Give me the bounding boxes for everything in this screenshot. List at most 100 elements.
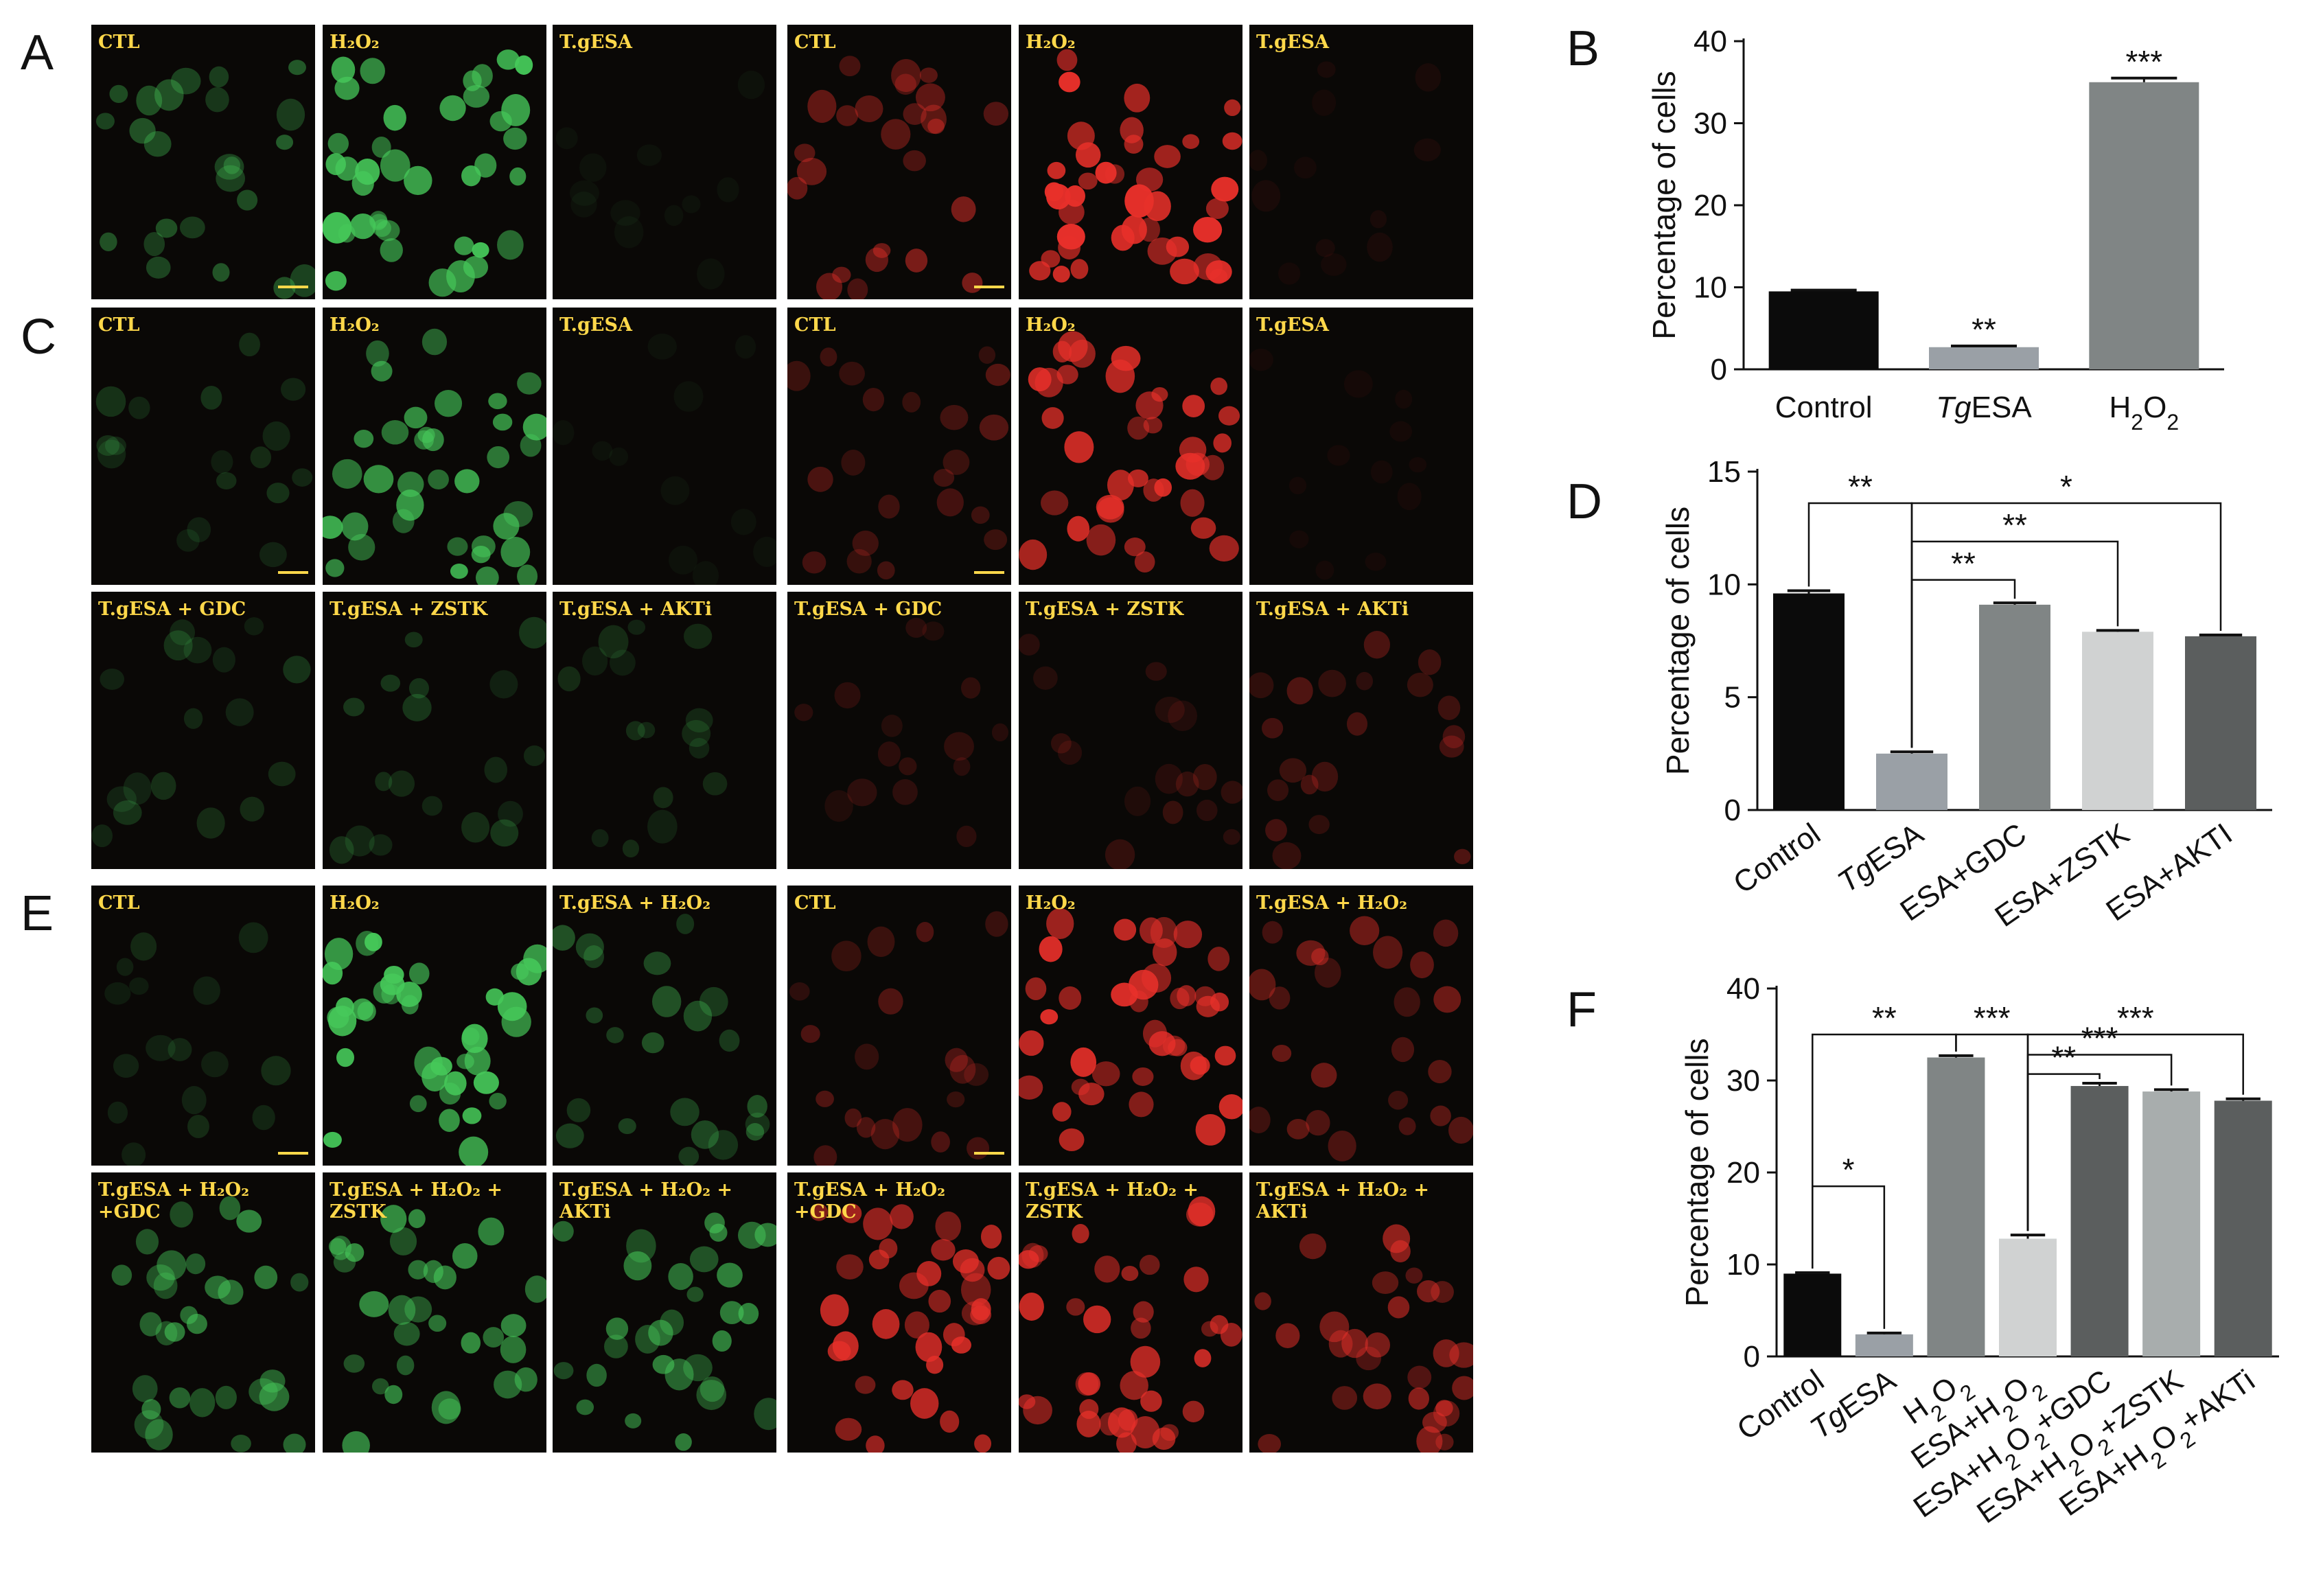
significance-label: *** <box>2117 1000 2154 1036</box>
cell-field <box>323 328 546 585</box>
cell-field <box>787 346 1010 580</box>
cell-field <box>1249 348 1427 580</box>
y-tick-label: 0 <box>1724 794 1741 827</box>
significance-label: ** <box>1972 312 1996 347</box>
micrograph-c-red-5: T.gESA + ZSTK <box>1019 592 1242 869</box>
bar-2 <box>1855 1334 1913 1356</box>
micrograph-label: CTL <box>98 314 140 336</box>
micrograph-c-green-5: T.gESA + ZSTK <box>323 592 546 869</box>
cell-field <box>555 70 765 290</box>
micrograph-label: H₂O₂ <box>330 32 380 53</box>
cell-field <box>1019 907 1242 1151</box>
micrograph-c-green-3: T.gESA <box>553 308 776 585</box>
cell-field <box>104 922 291 1166</box>
significance-label: * <box>2060 469 2072 505</box>
micrograph-label: T.gESA + H₂O₂ + ZSTK <box>1026 1179 1199 1223</box>
micrograph-e-green-5: T.gESA + H₂O₂ + ZSTK <box>323 1172 546 1453</box>
significance-label: ** <box>2051 1040 2076 1076</box>
cell-field <box>1029 49 1242 285</box>
micrograph-e-green-2: H₂O₂ <box>323 886 546 1166</box>
y-tick-label: 10 <box>1693 271 1727 305</box>
micrograph-e-green-1: CTL <box>91 886 315 1166</box>
micrograph-label: T.gESA + AKTi <box>559 599 713 620</box>
micrograph-label: T.gESA <box>559 32 632 53</box>
micrograph-c-green-1: CTL <box>91 308 315 585</box>
y-tick-label: 30 <box>1693 107 1727 141</box>
bar-3 <box>2089 82 2199 369</box>
cell-field <box>95 60 315 299</box>
bar-6 <box>2142 1091 2201 1356</box>
panel-letter-e: E <box>21 886 54 941</box>
micrograph-e-red-4: T.gESA + H₂O₂ +GDC <box>787 1172 1011 1453</box>
y-axis-label: Percentage of cells <box>1679 1038 1715 1306</box>
micrograph-label: H₂O₂ <box>1026 32 1076 53</box>
significance-label: ** <box>1848 469 1873 505</box>
panel-letter-f: F <box>1567 982 1597 1037</box>
cell-field <box>553 1212 776 1451</box>
micrograph-e-red-6: T.gESA + H₂O₂ + AKTi <box>1249 1172 1473 1453</box>
bar-3 <box>1979 604 2050 810</box>
panel-letter-b: B <box>1567 21 1600 76</box>
bar-3 <box>1927 1057 1985 1356</box>
significance-bracket: *** <box>2026 1000 2244 1231</box>
cell-field <box>329 616 546 864</box>
micrograph-label: CTL <box>794 892 836 914</box>
micrograph-label: T.gESA <box>1256 32 1329 53</box>
micrograph-label: T.gESA + ZSTK <box>1026 599 1184 620</box>
y-axis-label: Percentage of cells <box>1646 71 1682 339</box>
y-tick-label: 10 <box>1707 568 1741 601</box>
bar-5 <box>2185 636 2256 810</box>
micrograph-c-red-4: T.gESA + GDC <box>787 592 1011 869</box>
y-tick-label: 40 <box>1726 972 1760 1006</box>
chart-b: 0 10 20 30 40 Percentage of cells Control ** TgE… <box>1646 25 2224 435</box>
micrograph-label: CTL <box>98 32 140 53</box>
significance-label: *** <box>2081 1020 2118 1056</box>
significance-label: *** <box>2125 44 2162 80</box>
y-tick-label: 0 <box>1711 353 1727 386</box>
significance-bracket: * <box>1910 469 2222 748</box>
cell-field <box>553 333 776 585</box>
micrograph-label: T.gESA + H₂O₂ +GDC <box>98 1179 250 1223</box>
bar-2 <box>1929 347 2039 369</box>
y-tick-label: 5 <box>1724 681 1741 715</box>
micrograph-c-red-6: T.gESA + AKTi <box>1249 592 1473 869</box>
cell-field <box>553 914 770 1166</box>
micrograph-label: CTL <box>794 314 836 336</box>
micrograph-e-red-2: H₂O₂ <box>1019 886 1242 1166</box>
scale-bar <box>278 571 308 574</box>
cell-field <box>794 618 1009 848</box>
micrograph-label: T.gESA + H₂O₂ + ZSTK <box>330 1179 503 1223</box>
micrograph-label: T.gESA + H₂O₂ <box>1256 892 1408 914</box>
cell-field <box>1019 634 1242 869</box>
micrograph-e-red-5: T.gESA + H₂O₂ + ZSTK <box>1019 1172 1242 1453</box>
micrograph-a-green-3: T.gESA <box>553 25 776 299</box>
x-tick-label: H2O2 <box>2109 391 2180 435</box>
cell-field <box>1249 61 1442 285</box>
cell-field <box>1249 916 1473 1161</box>
cell-field <box>1254 1224 1473 1453</box>
micrograph-label: H₂O₂ <box>330 892 380 914</box>
scale-bar <box>974 286 1004 288</box>
micrograph-label: T.gESA + H₂O₂ + AKTi <box>1256 1179 1430 1223</box>
micrograph-label: T.gESA + GDC <box>794 599 943 620</box>
cell-field <box>789 911 1008 1166</box>
micrograph-label: T.gESA + H₂O₂ <box>559 892 711 914</box>
micrograph-label: T.gESA + GDC <box>98 599 246 620</box>
bar-1 <box>1768 291 1879 369</box>
micrograph-c-red-1: CTL <box>787 308 1011 585</box>
cell-field <box>91 617 311 848</box>
micrograph-a-green-2: H₂O₂ <box>323 25 546 299</box>
micrograph-label: T.gESA <box>1256 314 1329 336</box>
y-tick-label: 20 <box>1726 1156 1760 1190</box>
micrograph-e-red-1: CTL <box>787 886 1011 1166</box>
cell-field <box>1019 1196 1242 1453</box>
micrograph-a-red-1: CTL <box>787 25 1011 299</box>
micrograph-label: H₂O₂ <box>1026 892 1076 914</box>
micrograph-a-red-3: T.gESA <box>1249 25 1473 299</box>
panel-letter-a: A <box>21 25 54 80</box>
micrograph-e-red-3: T.gESA + H₂O₂ <box>1249 886 1473 1166</box>
micrograph-label: H₂O₂ <box>330 314 380 336</box>
significance-label: * <box>1842 1152 1855 1188</box>
